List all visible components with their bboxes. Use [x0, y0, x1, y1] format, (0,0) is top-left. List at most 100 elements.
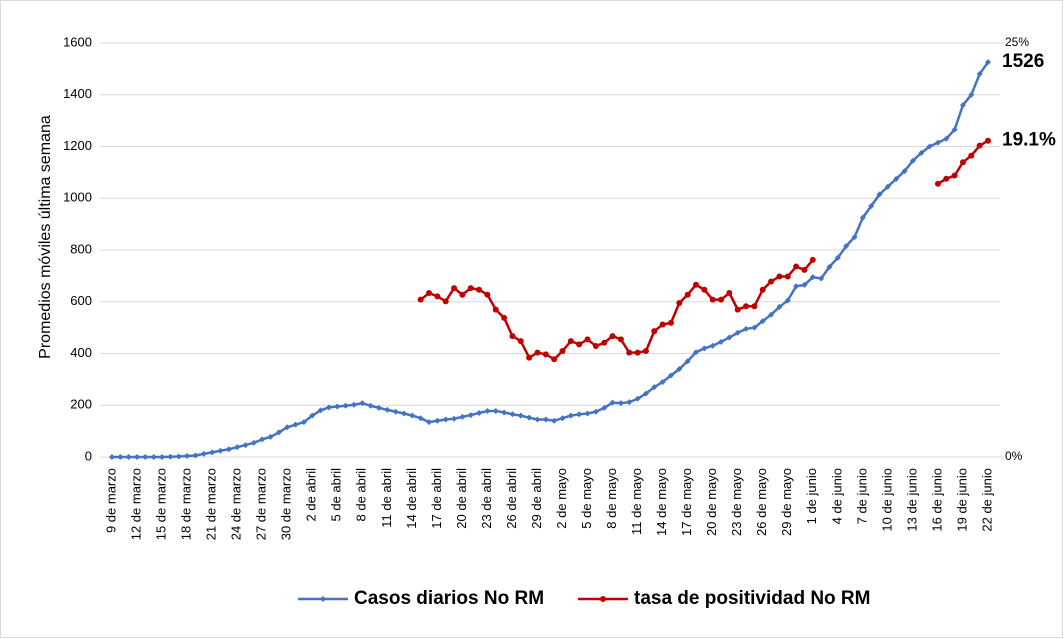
marker: [200, 450, 207, 457]
x-tick-label: 26 de abril: [504, 468, 519, 529]
x-tick-label: 20 de abril: [454, 468, 469, 529]
marker: [492, 306, 499, 313]
marker: [801, 266, 808, 273]
marker: [943, 175, 950, 182]
data-label: 19.1%: [1002, 130, 1056, 151]
marker: [751, 303, 758, 310]
marker: [801, 281, 808, 288]
marker: [901, 168, 908, 175]
marker: [459, 291, 466, 298]
x-tick-label: 11 de mayo: [629, 468, 644, 535]
marker: [592, 343, 599, 350]
marker: [734, 329, 741, 336]
x-tick-label: 17 de mayo: [679, 468, 694, 536]
marker: [350, 401, 357, 408]
x-tick-label: 5 de abril: [329, 468, 344, 522]
marker: [159, 454, 166, 460]
marker: [509, 333, 516, 340]
marker: [284, 424, 291, 431]
marker: [601, 339, 608, 346]
marker: [234, 444, 241, 451]
marker: [209, 449, 216, 456]
marker: [526, 414, 533, 421]
x-tick-label: 30 de marzo: [279, 468, 294, 540]
y-tick-label: 400: [70, 345, 92, 360]
x-tick-label: 9 de marzo: [103, 468, 118, 533]
marker: [192, 452, 199, 459]
marker: [793, 283, 800, 290]
x-tick-label: 24 de marzo: [229, 468, 244, 540]
marker: [684, 358, 691, 365]
x-tick-label: 11 de abril: [379, 468, 394, 528]
x-tick-label: 17 de abril: [429, 468, 444, 529]
marker: [434, 417, 441, 424]
marker: [501, 409, 508, 416]
y-tick-label: 800: [70, 241, 92, 256]
marker: [567, 338, 574, 345]
marker: [609, 399, 616, 406]
x-tick-label: 15 de marzo: [153, 468, 168, 540]
marker: [768, 311, 775, 318]
marker: [584, 410, 591, 417]
legend-label: Casos diarios No RM: [354, 588, 544, 609]
marker: [784, 273, 791, 280]
marker: [818, 275, 825, 282]
marker: [451, 285, 458, 292]
marker: [759, 318, 766, 325]
marker: [517, 338, 524, 345]
marker: [359, 400, 366, 407]
marker: [976, 71, 983, 78]
marker: [451, 415, 458, 422]
marker: [476, 286, 483, 293]
marker: [384, 406, 391, 413]
marker: [417, 415, 424, 422]
marker: [484, 291, 491, 298]
marker: [776, 303, 783, 310]
marker: [626, 399, 633, 406]
marker: [267, 433, 274, 440]
marker: [934, 139, 941, 146]
marker: [434, 293, 441, 300]
x-tick-label: 14 de mayo: [654, 468, 669, 536]
marker: [275, 429, 282, 436]
marker: [334, 403, 341, 410]
marker: [985, 59, 991, 66]
x-tick-label: 13 de junio: [904, 468, 919, 532]
marker: [943, 135, 950, 142]
marker: [501, 314, 508, 321]
x-tick-label: 14 de abril: [404, 468, 419, 529]
marker: [743, 325, 750, 332]
marker: [150, 454, 157, 460]
marker: [526, 354, 533, 361]
marker: [601, 404, 608, 411]
marker: [584, 336, 591, 343]
marker: [684, 291, 691, 298]
x-tick-label: 7 de junio: [854, 468, 869, 524]
x-tick-label: 23 de abril: [479, 468, 494, 529]
x-tick-label: 1 de junio: [804, 468, 819, 524]
marker: [959, 159, 966, 166]
marker: [918, 149, 925, 156]
marker: [134, 454, 141, 460]
y2-tick-label: 0%: [1005, 449, 1023, 463]
marker: [184, 452, 191, 459]
x-tick-label: 8 de mayo: [604, 468, 619, 529]
marker: [809, 256, 816, 263]
marker: [125, 454, 132, 460]
marker: [834, 254, 841, 261]
x-tick-label: 18 de marzo: [179, 468, 194, 540]
marker: [342, 402, 349, 409]
data-label: 1526: [1002, 51, 1044, 72]
x-tick-label: 21 de marzo: [204, 468, 219, 540]
marker: [826, 263, 833, 270]
marker: [768, 278, 775, 285]
x-tick-label: 29 de mayo: [779, 468, 794, 536]
marker: [709, 342, 716, 349]
marker: [734, 306, 741, 313]
marker: [859, 214, 866, 221]
marker: [776, 273, 783, 280]
marker: [167, 453, 174, 460]
marker: [542, 351, 549, 358]
marker: [117, 454, 124, 460]
